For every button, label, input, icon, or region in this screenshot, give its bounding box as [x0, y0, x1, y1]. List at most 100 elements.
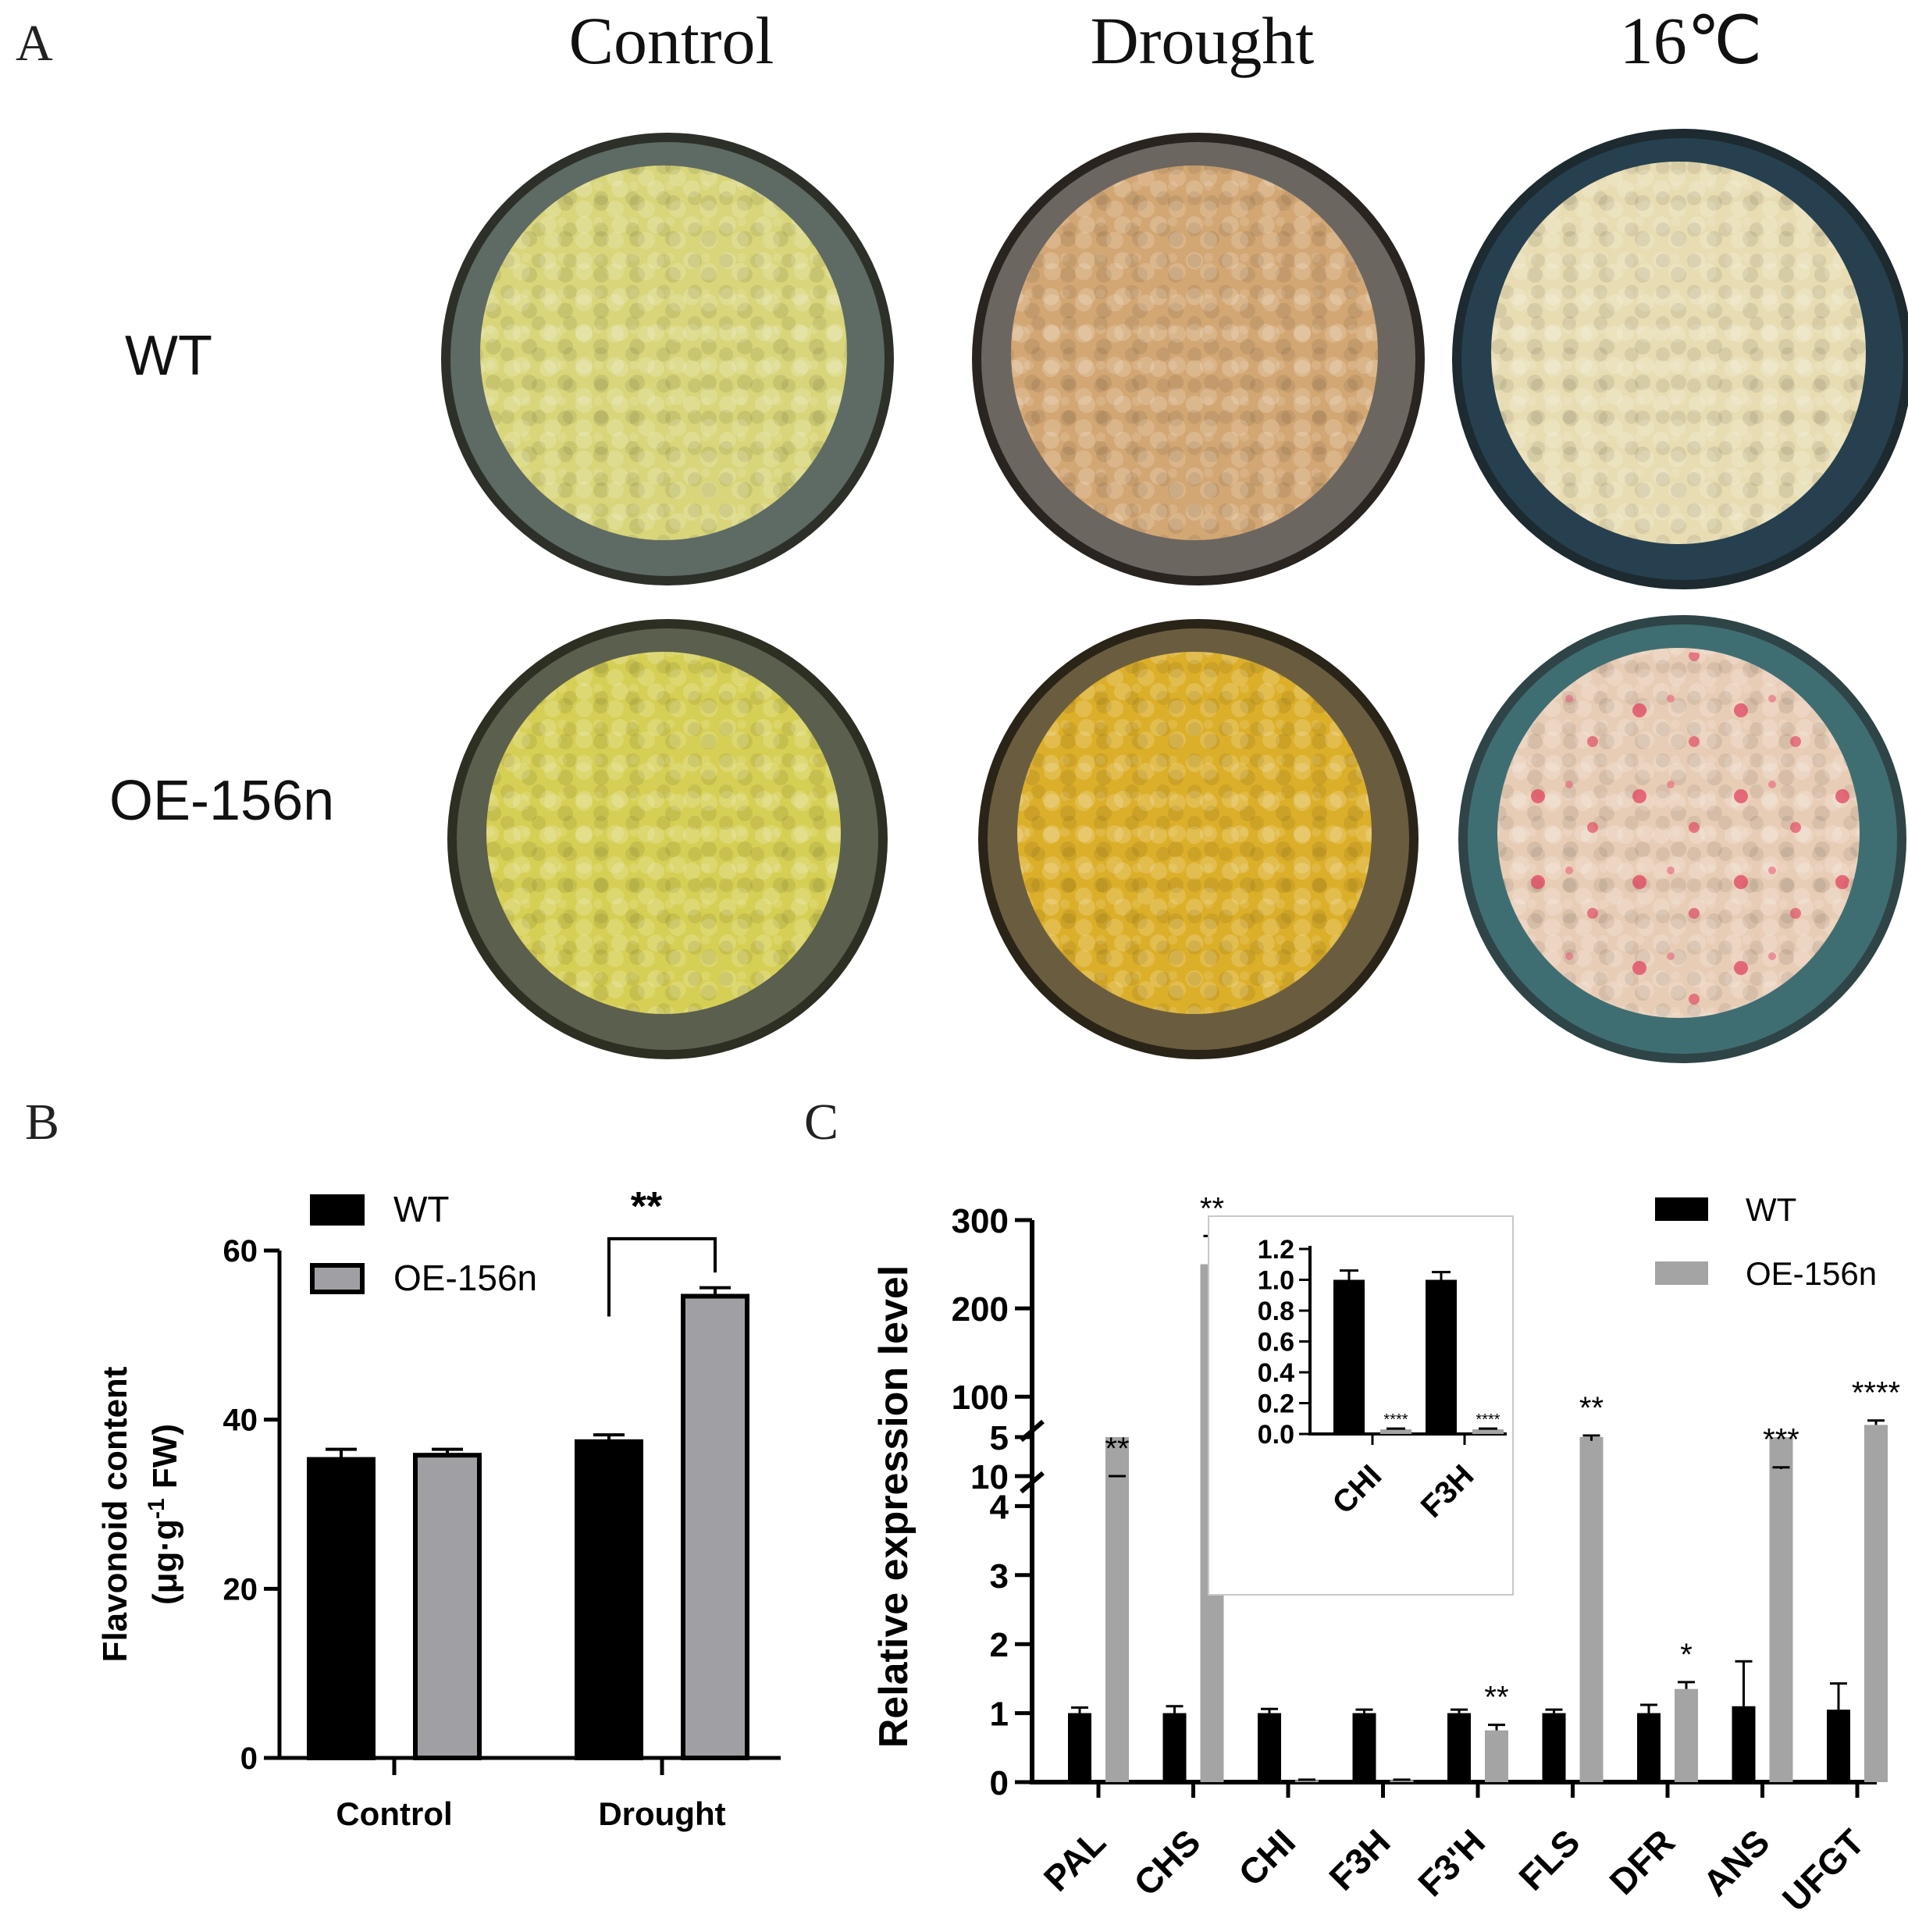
significance-label-ufgt: **** [1852, 1376, 1900, 1411]
bar-wt-f3h [1352, 1713, 1376, 1782]
bar-wt-fls [1542, 1713, 1566, 1782]
significance-label-dfr: * [1680, 1638, 1693, 1672]
bar-oe-156n-fls-upper [1579, 1440, 1604, 1476]
bar-oe-156n-dfr [1675, 1688, 1698, 1782]
bar-oe-156n-f3-h [1485, 1730, 1508, 1782]
inset-significance-label-chi: **** [1383, 1411, 1408, 1429]
callus-texture [480, 165, 847, 540]
y-tick-label: 200 [952, 1290, 1009, 1329]
y-tick-label: 20 [223, 1572, 258, 1606]
legend-swatch-wt [1655, 1197, 1708, 1221]
bar-oe-156n-fls-lower [1579, 1437, 1604, 1782]
inset-y-tick-label: 1.0 [1258, 1266, 1294, 1296]
inset-y-tick-label: 0.8 [1258, 1297, 1294, 1326]
x-tick-label-pal: PAL [1036, 1821, 1113, 1898]
bar-oe-156n-ufgt-lower [1864, 1437, 1888, 1782]
x-tick-label-f3-h: F3'H [1410, 1821, 1493, 1904]
significance-label-f3-h: ** [1484, 1681, 1508, 1715]
bar-oe-156n-ufgt-upper [1864, 1425, 1888, 1476]
legend-swatch-oe-156n [1655, 1261, 1708, 1285]
bar-wt-pal [1068, 1713, 1091, 1782]
bar-wt-ufgt [1827, 1710, 1850, 1782]
significance-label: ** [631, 1184, 663, 1229]
y-axis-label: Relative expression level [871, 1265, 917, 1749]
column-header-16c: 16℃ [1619, 3, 1763, 78]
legend-label-oe-156n: OE-156n [393, 1258, 537, 1298]
y-axis-label: Flavonoid content [96, 1366, 134, 1662]
significance-bracket [607, 1236, 717, 1317]
inset-y-tick-label: 0.6 [1258, 1328, 1294, 1357]
legend-label-oe-156n: OE-156n [1746, 1255, 1877, 1292]
y-tick-label: 300 [952, 1202, 1009, 1240]
bar-oe-156n-ans-upper [1769, 1468, 1793, 1476]
petri-dish-wt-control [441, 133, 894, 585]
y-tick-label: 100 [952, 1379, 1009, 1417]
bar-oe-156n-chi [1295, 1780, 1319, 1782]
y-axis-unit: (μg·g-1 FW) [144, 1424, 184, 1605]
panel-a-letter: A [16, 15, 53, 72]
significance-label-ans: *** [1763, 1423, 1799, 1457]
y-tick-label: 0 [240, 1742, 258, 1776]
significance-label-pal: ** [1105, 1432, 1129, 1466]
x-tick-label-f3h: F3H [1321, 1821, 1397, 1898]
inset-y-tick-label: 0.0 [1258, 1420, 1294, 1450]
x-tick-label-dfr: DFR [1601, 1821, 1682, 1902]
y-tick-label: 0 [990, 1764, 1009, 1802]
row-header-oe156n: OE-156n [109, 770, 335, 832]
petri-dish-oe-156n-control [447, 619, 888, 1059]
inset-bar-wt-f3h [1426, 1279, 1457, 1434]
axis-break-mark [1020, 1471, 1045, 1494]
petri-dish-wt-drought [972, 133, 1425, 585]
legend-swatch-wt [310, 1194, 365, 1226]
legend-swatch-oe-156n [310, 1263, 365, 1294]
petri-dish-oe-156n-16 [1458, 615, 1906, 1063]
x-tick-label-fls: FLS [1511, 1821, 1587, 1898]
panel-c-letter: C [804, 1094, 839, 1151]
y-tick-label: 10 [970, 1458, 1009, 1496]
bar-oe-156n-pal-lower [1105, 1437, 1129, 1782]
bar-oe-156n-ans-lower [1769, 1437, 1793, 1782]
significance-label-fls: ** [1579, 1391, 1604, 1425]
x-tick-label-ufgt: UFGT [1775, 1821, 1872, 1919]
y-tick-label: 60 [223, 1234, 258, 1268]
inset-bar-oe-156n-chi [1380, 1429, 1411, 1434]
x-tick-label-chi: CHI [1230, 1821, 1303, 1894]
bar-wt-control [307, 1457, 376, 1760]
callus-texture [486, 652, 841, 1014]
bar-wt-chi [1258, 1713, 1281, 1782]
bar-wt-chs [1162, 1713, 1187, 1782]
y-tick-label: 3 [990, 1557, 1009, 1596]
y-tick-label: 1 [990, 1695, 1009, 1734]
inset-y-tick-label: 1.2 [1258, 1235, 1294, 1265]
legend-label-wt: WT [1746, 1191, 1796, 1228]
x-tick-label-drought: Drought [598, 1795, 725, 1832]
bar-wt-dfr [1637, 1713, 1661, 1782]
bar-wt-drought [575, 1439, 643, 1760]
row-header-wt: WT [125, 325, 212, 387]
inset-significance-label-f3h: **** [1475, 1411, 1500, 1429]
inset-y-tick-label: 0.4 [1258, 1358, 1294, 1388]
column-header-drought: Drought [1090, 3, 1315, 78]
petri-dish-grid [441, 129, 1908, 1063]
expression-bar-chart: 0 1 2 3 4 510 100 200 300 Relative expression lev… [871, 1191, 1900, 1920]
bar-wt-ans [1732, 1706, 1756, 1782]
y-tick-label: 2 [990, 1626, 1009, 1664]
legend-label-wt: WT [393, 1189, 450, 1229]
panel-b-letter: B [25, 1094, 60, 1151]
bar-oe-156n-drought [681, 1293, 749, 1760]
x-tick-label-control: Control [336, 1795, 452, 1832]
callus-texture [1017, 652, 1372, 1014]
y-tick-label: 5 [990, 1419, 1009, 1457]
petri-dish-oe-156n-drought [978, 619, 1419, 1059]
x-tick-label-ans: ANS [1695, 1821, 1777, 1903]
callus-texture [1491, 162, 1866, 544]
bar-wt-f3-h [1447, 1713, 1471, 1782]
inset-y-tick-label: 0.2 [1258, 1389, 1294, 1419]
inset-bar-wt-chi [1333, 1279, 1365, 1434]
bar-oe-156n-f3h [1390, 1780, 1414, 1782]
callus-texture [1011, 165, 1378, 540]
bar-oe-156n-control [413, 1453, 482, 1760]
x-tick-label-chs: CHS [1126, 1821, 1208, 1903]
anthocyanin-spots [1501, 652, 1856, 1014]
